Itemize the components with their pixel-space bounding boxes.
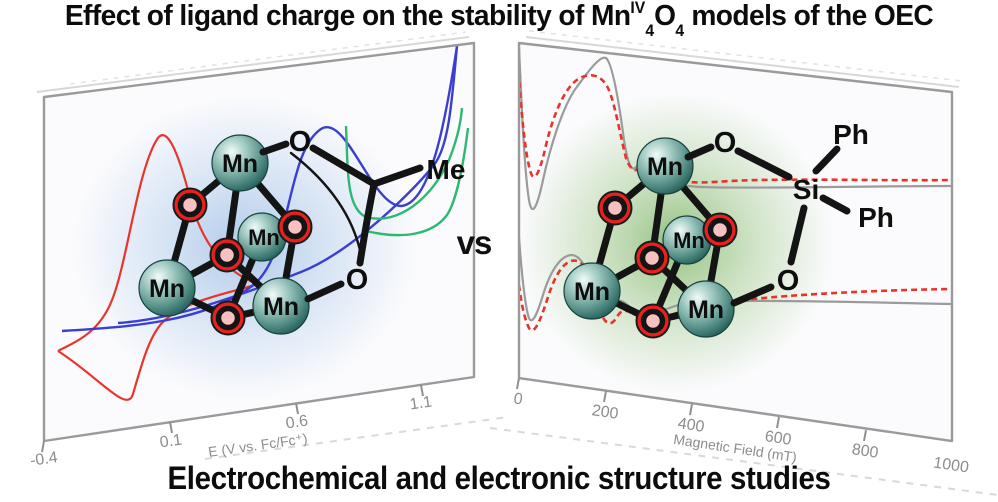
epr-tick-800: 800 <box>851 441 880 462</box>
epr-tick-200: 200 <box>591 402 620 423</box>
diphenylsilyl-ligand: O O Si Ph Ph <box>684 119 894 307</box>
title-subscript-4a: 4 <box>645 21 655 40</box>
epr-panel-border <box>517 41 954 443</box>
right-floor-reflection <box>489 427 998 496</box>
cv-curve-blue-forward <box>61 45 459 333</box>
title-oxidation-state: IV <box>630 0 646 17</box>
phenyl-top-label: Ph <box>833 119 869 150</box>
right-panel-3d-dash <box>528 30 963 82</box>
title-oxygen: O <box>654 0 676 32</box>
cv-axis-title: E (V vs. Fc/Fc⁺) <box>207 430 308 460</box>
acetate-o-bottom-label: O <box>346 264 369 296</box>
title-subscript-4b: 4 <box>675 21 685 40</box>
vs-label: vs <box>457 224 492 261</box>
cv-tick-neg0p4: -0.4 <box>29 449 59 470</box>
left-panel-3d-dash <box>69 31 467 85</box>
silyl-o-top-label: O <box>714 127 737 159</box>
cv-tick-0p6: 0.6 <box>285 413 309 433</box>
epr-experiment-trace-1 <box>519 46 952 211</box>
acetate-o-top-label: O <box>289 126 312 158</box>
silyl-o-bottom-label: O <box>777 265 800 297</box>
cv-curve-green-return <box>365 127 470 237</box>
abstract-title: Effect of ligand charge on the stability… <box>15 0 983 40</box>
acetate-ligand: O O Me <box>259 126 466 303</box>
left-floor-reflection <box>204 416 509 460</box>
methyl-label: Me <box>427 154 466 185</box>
silicon-label: Si <box>793 174 819 205</box>
phenyl-bottom-label: Ph <box>858 202 894 233</box>
cv-panel-border <box>42 41 476 443</box>
epr-tick-600: 600 <box>764 428 793 449</box>
cv-panel: O O Me -0.4 0.1 0.6 1.1 E (V vs. Fc/Fc⁺) <box>29 41 476 470</box>
right-panel-3d-edge <box>525 36 960 88</box>
title-text-before: Effect of ligand charge on the stability… <box>64 0 591 32</box>
cv-tick-1p1: 1.1 <box>409 394 433 414</box>
epr-tick-400: 400 <box>677 415 706 436</box>
title-mn: Mn <box>590 0 631 32</box>
abstract-caption: Electrochemical and electronic structure… <box>167 460 831 497</box>
cv-curve-green-forward <box>344 107 464 220</box>
title-text-after: models of the OEC <box>684 0 934 32</box>
epr-panel: O O Si Ph Ph 0 200 400 600 800 1000 Magn… <box>512 41 970 477</box>
epr-tick-1000: 1000 <box>932 454 970 476</box>
epr-tick-0: 0 <box>512 390 523 408</box>
cv-tick-0p1: 0.1 <box>159 432 183 452</box>
left-panel-3d-edge <box>36 36 470 93</box>
